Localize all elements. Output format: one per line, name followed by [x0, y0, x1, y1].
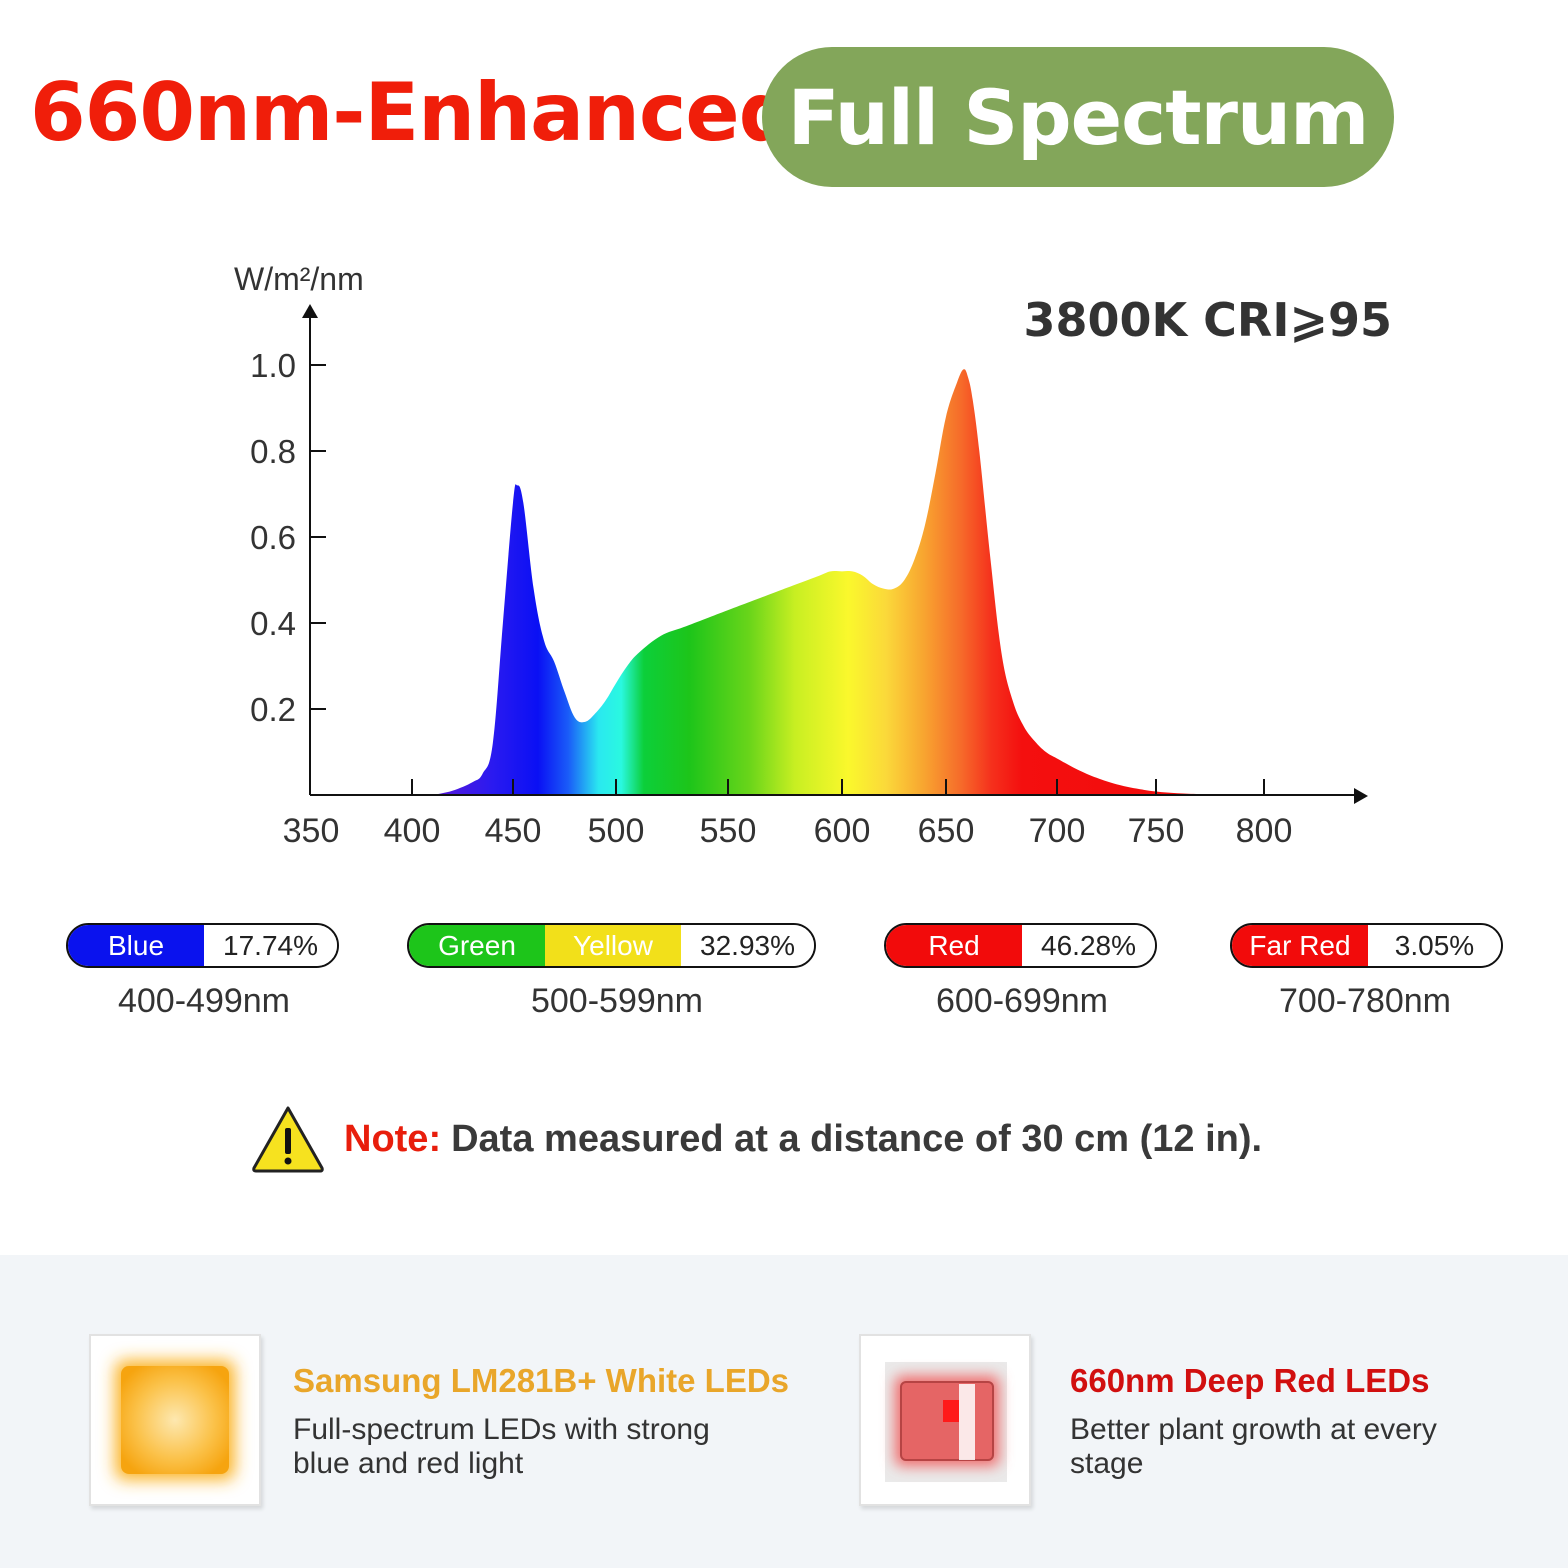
- full-spectrum-label: Full Spectrum: [787, 72, 1370, 162]
- band-1-segment-1: Blue: [68, 925, 204, 966]
- band-4-range: 700-780nm: [1278, 982, 1451, 1020]
- feature-1-description: Full-spectrum LEDs with strong blue and …: [293, 1413, 710, 1480]
- note-row: Note: Data measured at a distance of 30 …: [250, 1104, 1262, 1174]
- band-2-percent: 32.93%: [681, 925, 814, 966]
- band-3-percent: 46.28%: [1022, 925, 1155, 966]
- y-tick-label: 0.8: [250, 433, 296, 470]
- x-tick-label: 350: [283, 812, 340, 850]
- x-tick-label: 800: [1236, 812, 1293, 850]
- band-2-range: 500-599nm: [530, 982, 703, 1020]
- chart-title: 3800K CRI⩾95: [1023, 293, 1392, 347]
- x-tick-label: 600: [814, 812, 871, 850]
- band-3: Red 46.28%: [884, 923, 1157, 968]
- band-2-segment-2: Yellow: [545, 925, 681, 966]
- note-text: Data measured at a distance of 30 cm (12…: [451, 1117, 1263, 1160]
- band-4-segment-1: Far Red: [1232, 925, 1368, 966]
- y-tick-label: 0.2: [250, 691, 296, 728]
- y-tick-label: 0.6: [250, 519, 296, 556]
- band-3-segment-1: Red: [886, 925, 1022, 966]
- spectrum-chart: 350 400 450 500 550 600 650 700 750 800 0.2 0.4 0.6 0…: [234, 261, 1392, 850]
- band-1: Blue 17.74%: [66, 923, 339, 968]
- band-1-range: 400-499nm: [117, 982, 290, 1020]
- band-4-percent: 3.05%: [1368, 925, 1501, 966]
- feature-2-description: Better plant growth at every stage: [1070, 1413, 1437, 1480]
- note-label: Note:: [344, 1117, 442, 1160]
- x-tick-label: 650: [918, 812, 975, 850]
- feature-1-title: Samsung LM281B+ White LEDs: [293, 1362, 790, 1399]
- spectrum-area: [432, 369, 1221, 795]
- warning-icon: [252, 1106, 324, 1173]
- x-tick-label: 400: [384, 812, 441, 850]
- deep-red-led-card: [859, 1334, 1031, 1506]
- white-led-icon: [115, 1360, 235, 1480]
- x-tick-label: 700: [1029, 812, 1086, 850]
- x-tick-label: 550: [700, 812, 757, 850]
- y-axis-label: W/m²/nm: [234, 261, 364, 297]
- white-led-card: [89, 1334, 261, 1506]
- x-axis-arrow: [1354, 788, 1368, 804]
- y-axis-arrow: [302, 304, 318, 318]
- x-tick-label: 750: [1128, 812, 1185, 850]
- features-footer: [0, 1255, 1568, 1568]
- full-spectrum-pill: Full Spectrum: [762, 47, 1394, 187]
- x-tick-label: 450: [485, 812, 542, 850]
- band-2-segment-1: Green: [409, 925, 545, 966]
- deep-red-led-icon: [885, 1362, 1007, 1482]
- feature-2-title: 660nm Deep Red LEDs: [1070, 1362, 1430, 1399]
- band-2: Green Yellow 32.93%: [407, 923, 816, 968]
- x-tick-label: 500: [588, 812, 645, 850]
- band-1-percent: 17.74%: [204, 925, 337, 966]
- y-tick-label: 0.4: [250, 605, 296, 642]
- band-4: Far Red 3.05%: [1230, 923, 1503, 968]
- band-3-range: 600-699nm: [935, 982, 1108, 1020]
- y-tick-label: 1.0: [250, 347, 296, 384]
- headline-660nm: 660nm-Enhanced: [30, 66, 796, 159]
